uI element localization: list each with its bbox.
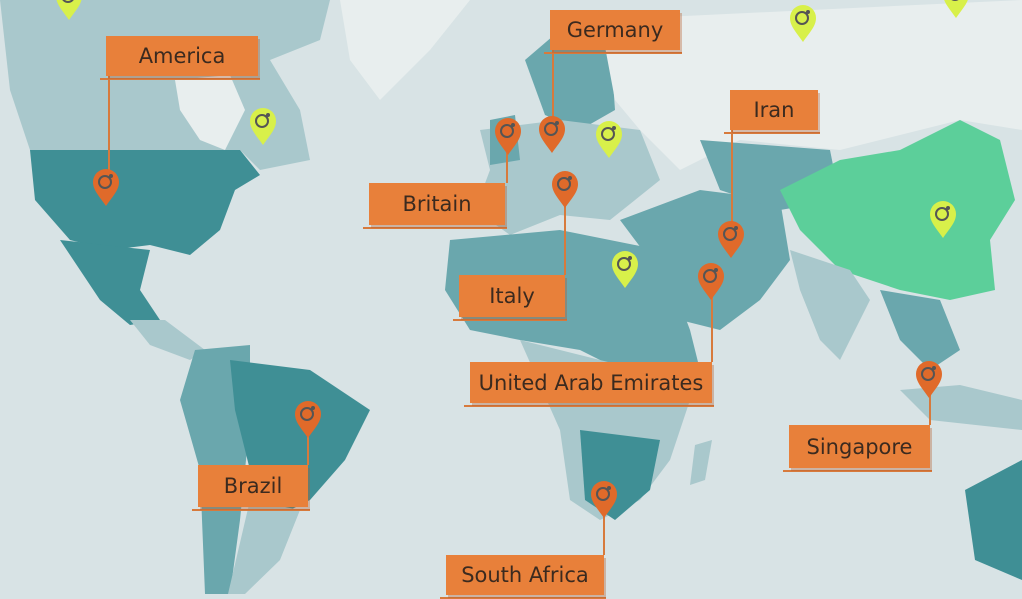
label-underline: [192, 509, 310, 511]
country-label: America: [106, 36, 258, 76]
greenland: [340, 0, 470, 100]
map-pin-icon[interactable]: [589, 480, 619, 520]
country-label: Italy: [459, 275, 565, 317]
map-pin-icon[interactable]: [493, 117, 523, 157]
country-label: South Africa: [446, 555, 604, 595]
map-pin-icon[interactable]: [248, 107, 278, 147]
map-pin-icon[interactable]: [914, 360, 944, 400]
label-underline: [100, 78, 260, 80]
map-pin-icon[interactable]: [928, 200, 958, 240]
central-america: [130, 320, 205, 360]
leader-line: [506, 137, 508, 183]
map-pin-icon[interactable]: [788, 4, 818, 44]
madagascar: [690, 440, 712, 485]
leader-line: [603, 500, 605, 555]
india-region: [790, 250, 870, 360]
label-underline: [724, 132, 820, 134]
label-underline: [464, 405, 714, 407]
china: [780, 120, 1015, 300]
leader-line: [552, 50, 554, 135]
map-pin-icon[interactable]: [550, 170, 580, 210]
leader-line: [929, 380, 931, 425]
usa: [30, 150, 260, 255]
label-underline: [783, 470, 932, 472]
country-label: Britain: [369, 183, 505, 225]
label-underline: [363, 227, 507, 229]
south-cone: [228, 500, 300, 594]
map-pin-icon[interactable]: [293, 400, 323, 440]
label-underline: [544, 52, 682, 54]
map-pin-icon[interactable]: [91, 168, 121, 208]
map-pin-icon[interactable]: [54, 0, 84, 22]
map-pin-icon[interactable]: [696, 262, 726, 302]
country-label: Brazil: [198, 465, 308, 507]
leader-line: [564, 190, 566, 275]
leader-line: [108, 76, 110, 188]
southeast-asia: [880, 290, 960, 370]
hudson-bay: [175, 75, 245, 150]
map-pin-icon[interactable]: [941, 0, 971, 20]
leader-line: [731, 130, 733, 240]
label-underline: [453, 319, 567, 321]
leader-line: [307, 420, 309, 465]
australia: [965, 460, 1022, 580]
country-label: Germany: [550, 10, 680, 50]
map-pin-icon[interactable]: [594, 120, 624, 160]
scandinavia: [525, 30, 615, 130]
mexico: [60, 240, 160, 325]
country-label: United Arab Emirates: [470, 362, 712, 403]
canada: [0, 0, 330, 170]
country-label: Singapore: [789, 425, 930, 468]
leader-line: [711, 282, 713, 362]
russia: [600, 0, 1022, 170]
map-pin-icon[interactable]: [610, 250, 640, 290]
country-label: Iran: [730, 90, 818, 130]
map-pin-icon[interactable]: [716, 220, 746, 260]
map-pin-icon[interactable]: [537, 115, 567, 155]
middle-east: [620, 190, 790, 330]
